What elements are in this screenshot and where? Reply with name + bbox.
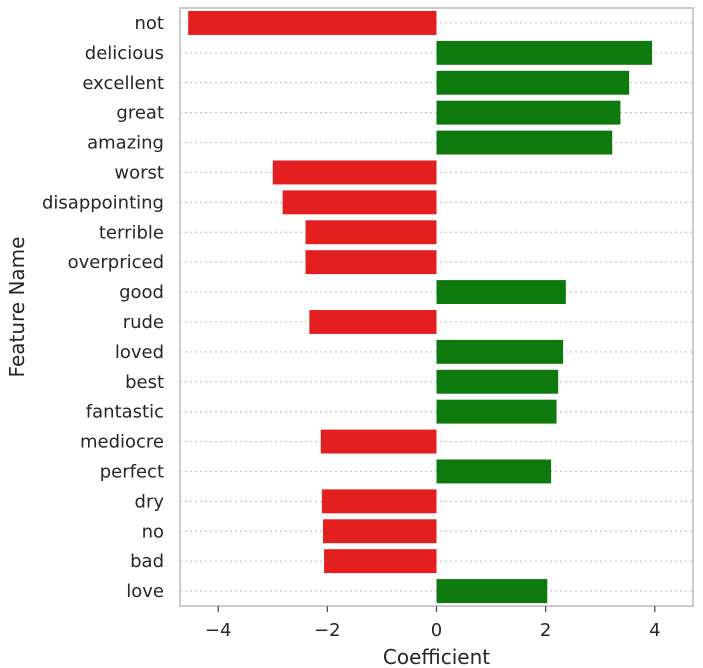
bars [188, 10, 653, 604]
bar [436, 130, 613, 155]
y-tick-label: good [119, 282, 164, 303]
plot-frame [179, 7, 694, 607]
x-tick-label: 2 [540, 620, 551, 641]
bar [324, 549, 437, 574]
bar [305, 250, 437, 275]
x-tick-label: −4 [205, 620, 232, 641]
y-tick-label: mediocre [80, 432, 164, 453]
bar [436, 579, 548, 604]
bar [272, 160, 437, 185]
y-tick-label: loved [115, 342, 164, 363]
x-tick-label: 0 [431, 620, 442, 641]
y-tick-label: overpriced [68, 252, 164, 273]
y-tick-label: terrible [99, 222, 164, 243]
x-ticks: −4 −2 0 2 4 [205, 606, 661, 641]
y-tick-label: perfect [100, 461, 164, 482]
bar [436, 399, 557, 424]
bar [322, 519, 437, 544]
y-tick-label: not [135, 13, 164, 34]
y-tick-label: rude [123, 312, 164, 333]
bar [436, 100, 621, 125]
x-axis-title: Coefficient [383, 645, 490, 668]
y-tick-labels: not delicious excellent great amazing worst di… [42, 13, 164, 602]
y-tick-label: amazing [87, 133, 164, 154]
y-tick-label: dry [135, 491, 165, 512]
y-tick-label: worst [114, 162, 164, 183]
bar [436, 280, 566, 305]
bar [188, 10, 437, 35]
y-tick-label: best [125, 372, 164, 393]
bar [436, 339, 564, 364]
bar [436, 40, 653, 65]
y-axis-title: Feature Name [5, 237, 29, 378]
bar [436, 70, 630, 95]
bar [436, 459, 552, 484]
x-tick-label: −2 [314, 620, 341, 641]
y-tick-label: disappointing [42, 192, 164, 213]
y-tick-label: delicious [85, 43, 164, 64]
y-tick-label: fantastic [86, 402, 164, 423]
bar [282, 190, 437, 215]
y-tick-label: excellent [82, 73, 164, 94]
y-tick-label: great [116, 103, 164, 124]
bar [436, 369, 559, 394]
y-tick-label: no [142, 521, 164, 542]
x-tick-label: 4 [649, 620, 660, 641]
bar [320, 429, 437, 454]
bar [321, 489, 437, 514]
bar [305, 220, 437, 245]
y-tick-label: love [126, 581, 164, 602]
bar [309, 309, 437, 334]
y-tick-label: bad [130, 551, 164, 572]
